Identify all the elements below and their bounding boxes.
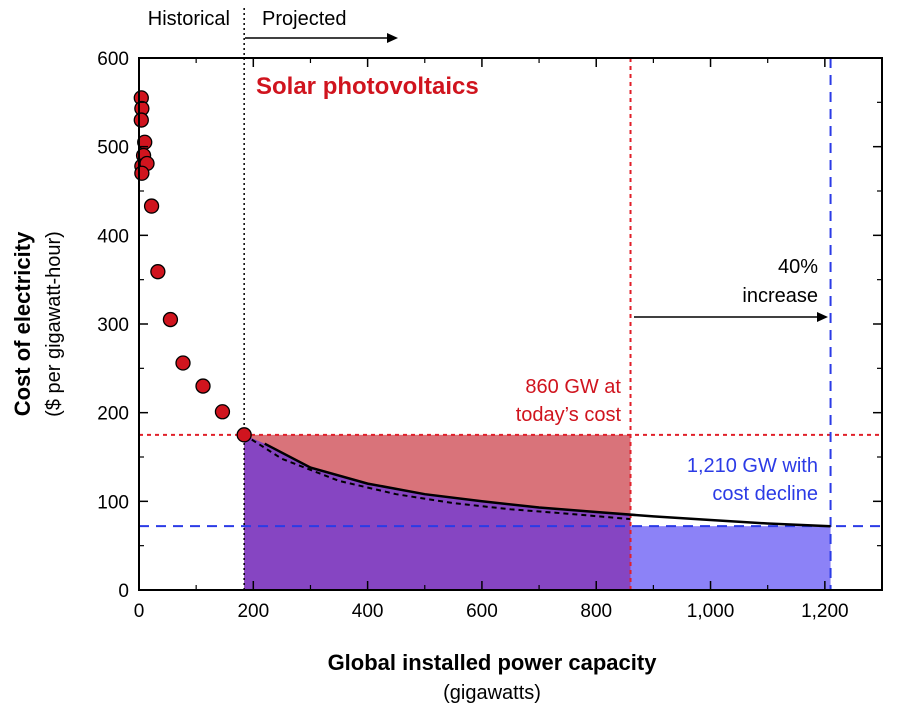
- x-tick-label: 400: [352, 601, 384, 622]
- x-tick-label: 1,200: [801, 601, 849, 622]
- increase-label-line1: 40%: [778, 256, 818, 278]
- y-tick-label: 600: [97, 49, 129, 70]
- axis-ticks: 0 200 400 600 800 1,000 1,200 0 100 200 300 400 500 6…: [97, 49, 882, 622]
- y-tick-label: 300: [97, 315, 129, 336]
- x-axis-subtitle: (gigawatts): [443, 682, 541, 704]
- y-axis-title: Cost of electricity: [10, 231, 35, 416]
- reference-lines: [139, 8, 882, 590]
- increase-arrow-icon: [634, 312, 828, 322]
- blue-area: [630, 526, 831, 590]
- shaded-areas: [244, 434, 831, 590]
- x-tick-label: 200: [237, 601, 269, 622]
- data-point: [214, 404, 231, 420]
- x-tick-label: 800: [580, 601, 612, 622]
- projected-label: Projected: [262, 8, 347, 30]
- y-tick-label: 500: [97, 138, 129, 159]
- today-cost-label-line2: today’s cost: [516, 404, 622, 426]
- x-tick-label: 1,000: [687, 601, 735, 622]
- data-point: [236, 427, 252, 443]
- data-point: [162, 311, 179, 328]
- projected-arrow-icon: [245, 33, 398, 43]
- chart-title: Solar photovoltaics: [256, 73, 479, 100]
- increase-label-line2: increase: [742, 285, 818, 307]
- x-tick-label: 600: [466, 601, 498, 622]
- y-tick-label: 400: [97, 226, 129, 247]
- data-point: [195, 378, 211, 394]
- historical-points: [133, 90, 252, 443]
- data-point: [133, 112, 149, 128]
- decline-label-line2: cost decline: [712, 483, 818, 505]
- y-axis-subtitle: ($ per gigawatt-hour): [43, 231, 65, 417]
- decline-label-line1: 1,210 GW with: [687, 455, 818, 477]
- today-cost-label-line1: 860 GW at: [525, 376, 621, 398]
- projection-dashed-line: [243, 433, 631, 521]
- data-point: [150, 264, 166, 280]
- projection-curves: [243, 433, 831, 528]
- projection-solid-line: [264, 442, 831, 528]
- data-point: [175, 355, 191, 371]
- y-tick-label: 100: [97, 492, 129, 513]
- y-tick-label: 0: [118, 581, 129, 602]
- data-point: [143, 198, 160, 214]
- purple-area: [244, 434, 631, 590]
- y-tick-label: 200: [97, 404, 129, 425]
- historical-label: Historical: [148, 8, 230, 30]
- data-point: [134, 165, 150, 181]
- x-axis-title: Global installed power capacity: [328, 650, 658, 675]
- x-tick-label: 0: [134, 601, 145, 622]
